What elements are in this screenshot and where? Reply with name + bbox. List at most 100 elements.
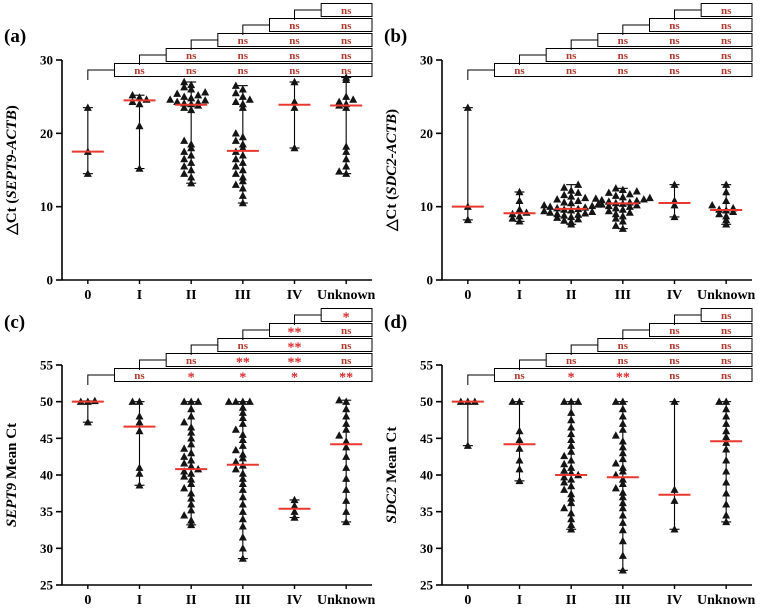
significance-label: **: [288, 326, 302, 341]
scatter-point: [574, 210, 583, 218]
scatter-point: [335, 431, 344, 439]
scatter-point: [567, 192, 576, 200]
comparison-bracket: [320, 308, 373, 322]
scatter-point: [540, 206, 549, 215]
scatter-point: [567, 498, 576, 507]
significance-label: ns: [721, 65, 732, 77]
bracket-connector: [190, 39, 218, 50]
scatter-point: [560, 503, 569, 512]
scatter-point: [722, 404, 731, 413]
scatter-point: [187, 494, 196, 502]
significance-label: ns: [618, 50, 629, 62]
scatter-point: [238, 184, 247, 192]
scatter-point: [670, 525, 679, 533]
y-tick-label: 45: [420, 431, 434, 446]
bracket-connector: [294, 314, 322, 325]
scatter-point: [611, 459, 620, 467]
significance-label: ns: [186, 50, 197, 62]
scatter-point: [342, 142, 351, 150]
scatter-point: [180, 136, 189, 144]
scatter-point: [342, 397, 351, 405]
comparison-bracket: [494, 63, 753, 77]
significance-label: ns: [669, 35, 680, 47]
scatter-point: [625, 202, 634, 210]
y-tick-label: 35: [40, 504, 54, 519]
scatter-point: [342, 73, 351, 81]
scatter-point: [618, 492, 627, 501]
scatter-point: [567, 508, 576, 517]
scatter-point: [722, 412, 731, 420]
scatter-point: [618, 419, 627, 427]
scatter-point: [581, 209, 590, 217]
y-tick-label: 25: [420, 578, 434, 593]
scatter-point: [604, 201, 613, 210]
scatter-point: [722, 220, 731, 228]
scatter-point: [187, 428, 196, 436]
y-tick-label: 25: [40, 578, 54, 593]
scatter-point: [604, 188, 613, 196]
significance-label: ns: [341, 35, 352, 47]
scatter-point: [618, 479, 627, 487]
comparison-bracket: [165, 48, 373, 62]
scatter-point: [187, 434, 196, 442]
significance-label: ns: [134, 65, 145, 77]
significance-label: ns: [721, 5, 732, 17]
scatter-point: [567, 481, 576, 490]
scatter-point: [335, 167, 344, 175]
scatter-point: [567, 415, 576, 424]
significance-label: ns: [721, 20, 732, 32]
x-category-label-Unknown: Unknown: [697, 288, 756, 303]
scatter-point: [618, 536, 627, 545]
scatter-point: [135, 412, 144, 420]
y-tick-label: 35: [420, 504, 434, 519]
scatter-point: [201, 88, 210, 96]
y-tick-label: 30: [40, 541, 53, 556]
scatter-point: [238, 479, 247, 487]
scatter-point: [515, 187, 524, 196]
x-category-label-0: 0: [464, 288, 471, 303]
scatter-point: [611, 209, 620, 218]
scatter-point: [611, 484, 620, 492]
scatter-point: [290, 507, 299, 515]
scatter-point: [560, 183, 569, 191]
x-category-label-II: II: [566, 288, 577, 303]
scatter-point: [618, 404, 627, 413]
y-tick-label: 30: [420, 541, 433, 556]
scatter-point: [231, 457, 240, 465]
bracket-connector: [570, 344, 598, 355]
comparison-bracket: [649, 323, 753, 337]
scatter-point: [618, 475, 627, 483]
scatter-point: [567, 397, 576, 405]
scatter-point: [135, 469, 144, 477]
significance-label: ns: [566, 355, 577, 367]
significance-label: ns: [186, 355, 197, 367]
scatter-point: [238, 151, 247, 159]
x-category-label-I: I: [517, 593, 522, 608]
scatter-point: [342, 507, 351, 515]
x-category-label-II: II: [566, 593, 577, 608]
significance-label: ns: [134, 370, 145, 382]
comparison-bracket: [269, 18, 373, 32]
bracket-connector: [190, 344, 218, 355]
y-axis-title-c: SEPT9 Mean Ct: [4, 423, 20, 527]
y-tick-label: 30: [40, 53, 53, 68]
scatter-point: [238, 522, 247, 530]
scatter-point: [187, 397, 196, 405]
scatter-point: [231, 97, 240, 105]
scatter-point: [463, 441, 472, 449]
significance-label: ns: [289, 20, 300, 32]
scatter-point: [245, 95, 254, 103]
scatter-point: [135, 99, 144, 108]
scatter-point: [187, 173, 196, 181]
significance-label: ns: [341, 20, 352, 32]
scatter-point: [567, 494, 576, 502]
scatter-point: [540, 201, 549, 209]
significance-label: ns: [566, 65, 577, 77]
scatter-point: [180, 82, 189, 91]
comparison-bracket: [320, 3, 373, 17]
scatter-point: [342, 92, 351, 100]
scatter-point: [187, 158, 196, 166]
scatter-point: [618, 212, 627, 220]
scatter-point: [625, 190, 634, 198]
x-category-label-Unknown: Unknown: [317, 288, 376, 303]
